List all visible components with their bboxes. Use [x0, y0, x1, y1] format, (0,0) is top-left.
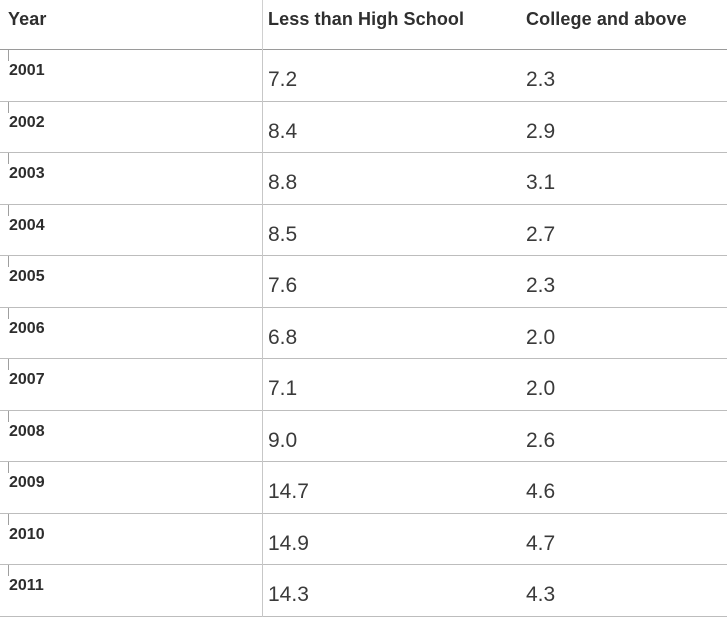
- header-less-than-high-school: Less than High School: [268, 9, 465, 29]
- cell-year: 2002: [9, 113, 45, 131]
- table-row: 2001 7.2 2.3: [0, 50, 727, 102]
- cell-college-and-above: 4.6: [526, 480, 556, 503]
- cell-college-and-above: 2.9: [526, 119, 556, 143]
- cell-year: 2004: [9, 216, 45, 234]
- table-row: 2007 7.1 2.0: [0, 359, 727, 411]
- cell-college-and-above: 2.7: [526, 222, 556, 246]
- table-row: 2004 8.5 2.7: [0, 204, 727, 256]
- cell-year: 2005: [9, 268, 45, 285]
- cell-less-than-high-school: 14.9: [268, 531, 309, 555]
- cell-year: 2003: [9, 165, 45, 182]
- cell-less-than-high-school: 8.5: [268, 222, 298, 246]
- cell-year: 2010: [9, 525, 45, 543]
- table-row: 2008 9.0 2.6: [0, 410, 727, 462]
- cell-college-and-above: 2.0: [526, 325, 556, 349]
- header-year: Year: [8, 9, 47, 29]
- cell-less-than-high-school: 6.8: [268, 325, 298, 349]
- cell-college-and-above: 2.3: [526, 68, 556, 91]
- header-college-and-above: College and above: [526, 9, 687, 29]
- table-row: 2003 8.8 3.1: [0, 153, 727, 205]
- table-row: 2011 14.3 4.3: [0, 565, 727, 617]
- cell-less-than-high-school: 7.2: [268, 68, 298, 91]
- cell-college-and-above: 2.3: [526, 274, 556, 297]
- cell-college-and-above: 4.7: [526, 531, 556, 555]
- cell-less-than-high-school: 7.1: [268, 377, 298, 400]
- table-row: 2006 6.8 2.0: [0, 307, 727, 359]
- cell-less-than-high-school: 9.0: [268, 428, 298, 452]
- cell-less-than-high-school: 14.3: [268, 583, 309, 606]
- cell-year: 2008: [9, 422, 45, 440]
- cell-college-and-above: 2.6: [526, 428, 556, 452]
- cell-less-than-high-school: 7.6: [268, 274, 298, 297]
- table-row: 2010 14.9 4.7: [0, 513, 727, 565]
- table-header: Year Less than High School College and a…: [0, 0, 727, 50]
- table-row: 2009 14.7 4.6: [0, 462, 727, 514]
- table-row: 2002 8.4 2.9: [0, 101, 727, 153]
- cell-college-and-above: 2.0: [526, 377, 556, 400]
- cell-year: 2009: [9, 474, 45, 491]
- cell-college-and-above: 4.3: [526, 583, 556, 606]
- cell-less-than-high-school: 8.8: [268, 171, 298, 194]
- table-row: 2005 7.6 2.3: [0, 256, 727, 308]
- cell-year: 2001: [9, 62, 45, 79]
- cell-college-and-above: 3.1: [526, 171, 556, 194]
- cell-less-than-high-school: 14.7: [268, 480, 309, 503]
- cell-year: 2006: [9, 319, 45, 337]
- cell-year: 2011: [9, 577, 44, 594]
- cell-less-than-high-school: 8.4: [268, 119, 298, 143]
- cell-year: 2007: [9, 371, 45, 388]
